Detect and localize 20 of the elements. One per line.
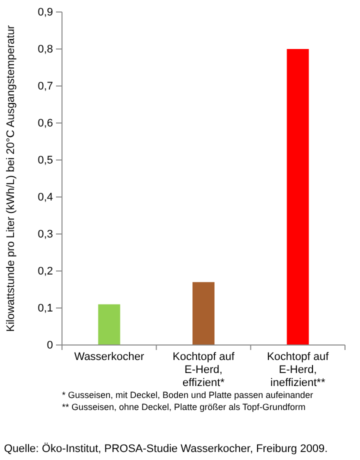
text: * Gusseisen, mit Deckel, Boden und Platte passen aufeinander [62, 390, 314, 400]
y-tick-label: 0,6 [38, 118, 53, 130]
bar [192, 282, 214, 345]
y-tick-label: 0,9 [38, 6, 53, 19]
source-note: Quelle: Öko-Institut, PROSA-Studie Wasserkocher, Freiburg 2009. [4, 442, 328, 455]
y-tick-label: 0,4 [38, 192, 53, 204]
x-tick-label: Kochtopf auf E-Herd, ineffizient** [266, 351, 330, 389]
y-tick-label: 0,3 [38, 228, 53, 241]
y-tick-label: 0,2 [38, 266, 53, 278]
y-tick-label: 0,7 [38, 80, 53, 93]
bar [98, 304, 120, 345]
y-tick-label: 0,5 [38, 154, 53, 167]
bar [286, 49, 309, 345]
y-axis-title: Kilowattstunde pro Liter (kWh/L) bei 20°C Ausgangstemperatur [5, 24, 17, 332]
x-tick-label: Kochtopf auf E-Herd, effizient* [172, 351, 236, 389]
y-tick-label: 0,8 [38, 44, 53, 56]
y-tick-label: 0 [46, 340, 53, 352]
y-tick-label: 0,1 [38, 302, 53, 315]
x-tick-label: Wasserkocher [74, 351, 144, 363]
text: ** Gusseisen, ohne Deckel, Platte größer als Topf-Grundform [62, 402, 306, 412]
